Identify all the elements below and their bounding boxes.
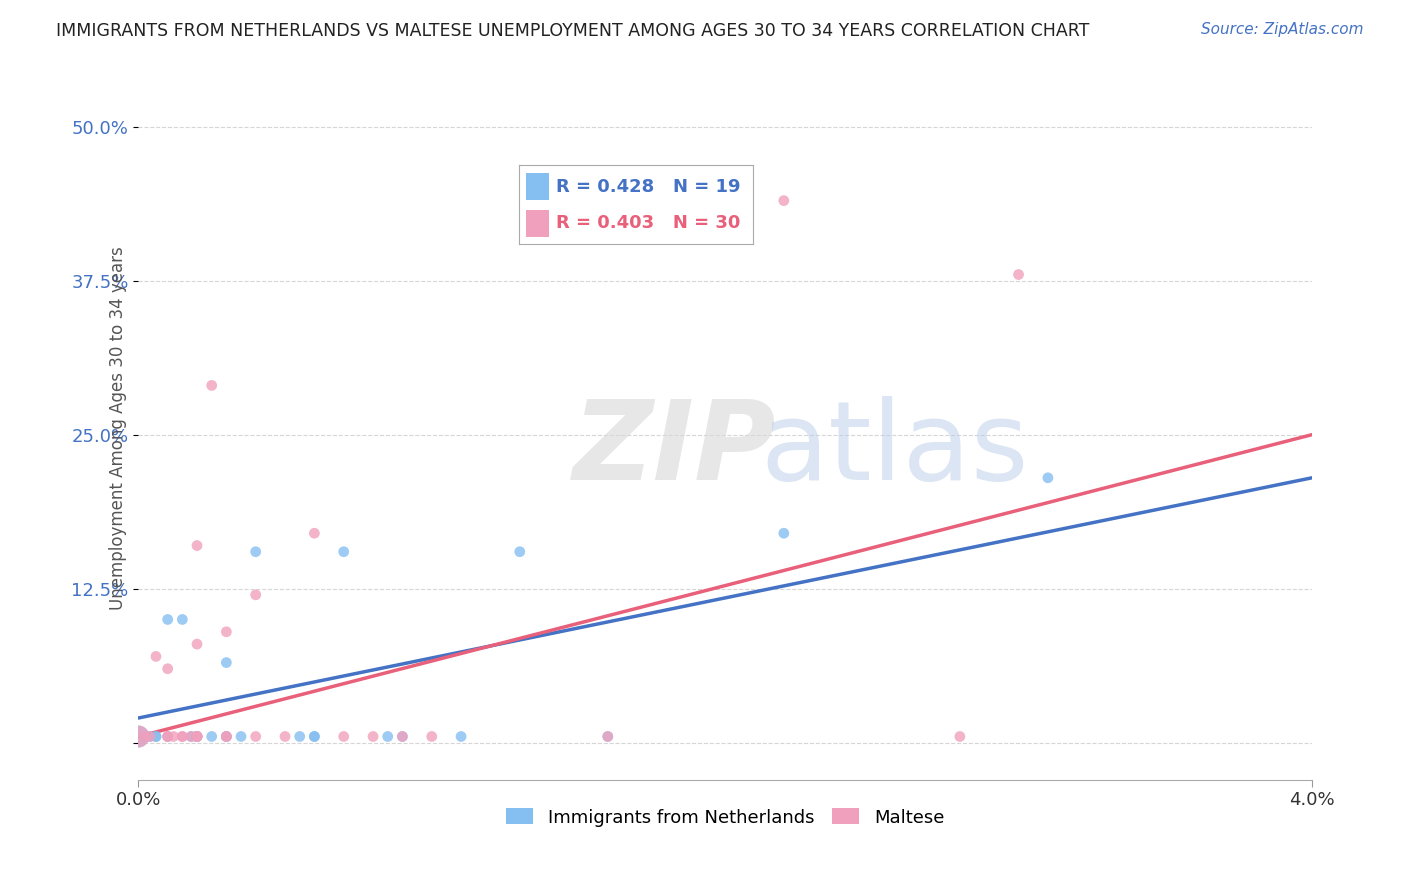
Text: IMMIGRANTS FROM NETHERLANDS VS MALTESE UNEMPLOYMENT AMONG AGES 30 TO 34 YEARS CO: IMMIGRANTS FROM NETHERLANDS VS MALTESE U… xyxy=(56,22,1090,40)
Point xyxy=(215,656,238,670)
Point xyxy=(377,730,399,744)
Point xyxy=(139,730,162,744)
Point xyxy=(420,730,443,744)
Point xyxy=(186,730,208,744)
Point xyxy=(274,730,297,744)
Point xyxy=(391,730,413,744)
Point xyxy=(772,526,794,541)
Point xyxy=(156,662,179,676)
Point xyxy=(245,730,267,744)
Point xyxy=(186,730,208,744)
Point xyxy=(201,730,224,744)
Point xyxy=(509,545,531,559)
Point xyxy=(156,612,179,626)
Point xyxy=(180,730,202,744)
Point xyxy=(215,730,238,744)
Text: Source: ZipAtlas.com: Source: ZipAtlas.com xyxy=(1201,22,1364,37)
Point xyxy=(156,730,179,744)
Y-axis label: Unemployment Among Ages 30 to 34 years: Unemployment Among Ages 30 to 34 years xyxy=(110,247,127,610)
Point xyxy=(162,730,184,744)
Point xyxy=(186,730,208,744)
Text: atlas: atlas xyxy=(761,396,1029,503)
Text: R = 0.403   N = 30: R = 0.403 N = 30 xyxy=(557,214,741,232)
Point xyxy=(332,545,354,559)
Text: R = 0.428   N = 19: R = 0.428 N = 19 xyxy=(557,178,741,195)
Point xyxy=(596,730,619,744)
Point xyxy=(288,730,311,744)
Point xyxy=(1036,471,1059,485)
Point xyxy=(156,730,179,744)
Point xyxy=(186,730,208,744)
Point xyxy=(450,730,472,744)
Legend: Immigrants from Netherlands, Maltese: Immigrants from Netherlands, Maltese xyxy=(499,801,952,834)
Point xyxy=(391,730,413,744)
Point xyxy=(215,730,238,744)
Point xyxy=(186,637,208,651)
Point xyxy=(596,730,619,744)
Point xyxy=(145,649,167,664)
Point xyxy=(361,730,384,744)
Point xyxy=(186,730,208,744)
Point xyxy=(172,730,194,744)
Point xyxy=(332,730,354,744)
Point xyxy=(245,588,267,602)
Point xyxy=(304,730,326,744)
Point xyxy=(215,730,238,744)
Point xyxy=(134,730,156,744)
Point xyxy=(186,730,208,744)
Point xyxy=(215,624,238,639)
Point xyxy=(949,730,972,744)
Point xyxy=(127,730,149,744)
Point xyxy=(172,730,194,744)
Point xyxy=(186,539,208,553)
Point xyxy=(145,730,167,744)
Point xyxy=(772,194,794,208)
Point xyxy=(156,730,179,744)
Text: ZIP: ZIP xyxy=(572,396,776,503)
Point xyxy=(127,730,149,744)
Point xyxy=(201,378,224,392)
Point xyxy=(172,612,194,626)
Bar xyxy=(526,210,550,236)
Point xyxy=(180,730,202,744)
Point xyxy=(245,545,267,559)
Point xyxy=(304,526,326,541)
Point xyxy=(229,730,252,744)
Point xyxy=(134,730,156,744)
Point xyxy=(145,730,167,744)
Point xyxy=(304,730,326,744)
Point xyxy=(215,730,238,744)
Bar xyxy=(526,173,550,200)
Point xyxy=(139,730,162,744)
Point xyxy=(1007,268,1029,282)
